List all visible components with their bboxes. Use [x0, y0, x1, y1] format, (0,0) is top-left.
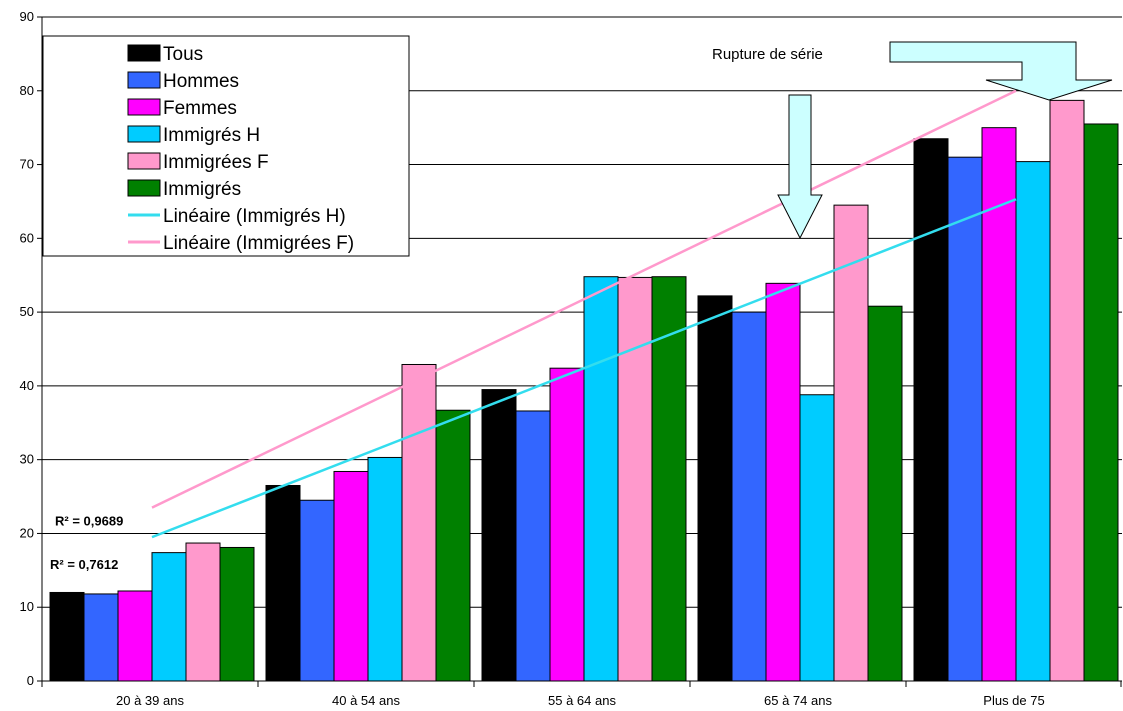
bar	[799, 394, 835, 682]
bar	[913, 138, 949, 682]
y-tick-label: 80	[20, 83, 34, 98]
legend-swatch	[127, 98, 161, 116]
legend-label: Immigrés H	[163, 125, 260, 146]
axes: 0 10 20 30 40 50 60 70 80 90 20 à 39 ans 40 à 54 an…	[20, 9, 1122, 708]
legend-swatch	[127, 152, 161, 170]
annotation-label: Rupture de série	[712, 46, 823, 63]
bar	[481, 389, 517, 682]
bar	[83, 593, 119, 682]
bar	[651, 276, 687, 682]
y-tick-label: 40	[20, 378, 34, 393]
bar	[185, 542, 221, 682]
bar	[367, 456, 403, 682]
y-tick-label: 20	[20, 525, 34, 540]
bar	[1083, 123, 1119, 682]
y-tick-label: 0	[27, 673, 34, 688]
bar	[583, 276, 619, 682]
legend-label: Immigrés	[163, 179, 241, 200]
legend-swatch	[127, 125, 161, 143]
bar	[697, 295, 733, 682]
x-tick-label: 20 à 39 ans	[116, 693, 184, 708]
x-tick-label: 65 à 74 ans	[764, 693, 832, 708]
bars	[49, 99, 1119, 682]
y-tick-label: 90	[20, 9, 34, 24]
y-tick-label: 70	[20, 157, 34, 172]
y-tick-label: 60	[20, 230, 34, 245]
bar	[947, 156, 983, 682]
y-tick-label: 10	[20, 599, 34, 614]
bar	[765, 282, 801, 682]
bar	[1049, 99, 1085, 682]
legend-label: Linéaire (Immigrées F)	[163, 233, 354, 254]
x-tick-label: 40 à 54 ans	[332, 693, 400, 708]
legend-label: Tous	[163, 44, 203, 65]
y-tick-label: 30	[20, 452, 34, 467]
bar	[549, 367, 585, 682]
legend-swatch	[127, 44, 161, 62]
annotations: Rupture de série	[712, 41, 1113, 240]
bar	[117, 590, 153, 682]
legend-label: Hommes	[163, 71, 239, 92]
bar	[333, 470, 369, 682]
bar	[435, 409, 471, 682]
trendlines: R² = 0,7612 R² = 0,9689	[50, 89, 1017, 572]
legend-label: Femmes	[163, 98, 237, 119]
bar	[219, 546, 255, 682]
bar	[515, 410, 551, 682]
break-arrow-bent	[889, 41, 1113, 101]
bar	[299, 499, 335, 682]
bar	[401, 363, 437, 682]
bar	[617, 276, 653, 682]
trendline	[151, 89, 1017, 509]
legend: Tous Hommes Femmes Immigrés H Immigrées F Imm…	[42, 35, 410, 257]
bar	[981, 127, 1017, 682]
r2-label: R² = 0,7612	[50, 557, 118, 572]
bar	[49, 591, 85, 682]
bar	[731, 311, 767, 682]
trendline	[151, 198, 1017, 539]
y-tick-label: 50	[20, 304, 34, 319]
legend-box	[42, 35, 410, 257]
r2-label: R² = 0,9689	[55, 514, 123, 529]
bar	[867, 305, 903, 682]
legend-label: Immigrées F	[163, 152, 269, 173]
x-tick-label: Plus de 75	[983, 693, 1044, 708]
x-tick-label: 55 à 64 ans	[548, 693, 616, 708]
legend-label: Linéaire (Immigrés H)	[163, 206, 346, 227]
break-arrow-vertical	[777, 94, 823, 240]
legend-swatch	[127, 71, 161, 89]
bar	[151, 552, 187, 682]
legend-swatch	[127, 179, 161, 197]
bar	[1015, 161, 1051, 682]
bar	[833, 204, 869, 682]
bar	[265, 484, 301, 682]
